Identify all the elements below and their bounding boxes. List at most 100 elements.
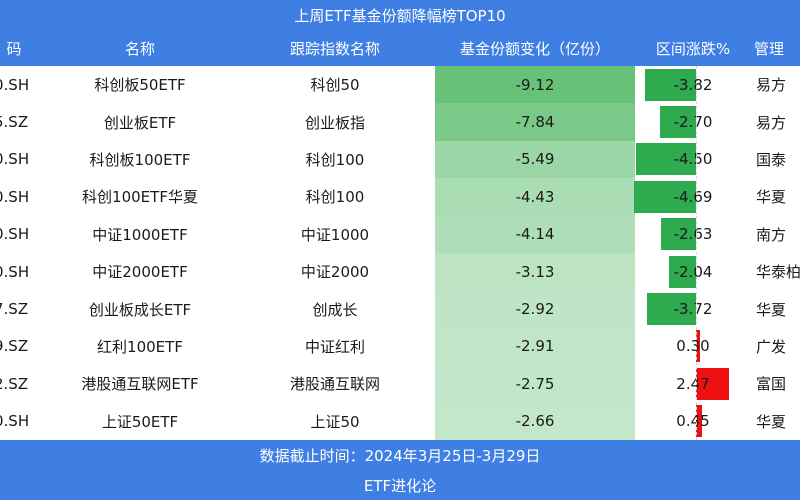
header-pct: 区间涨跌%	[655, 39, 731, 58]
change-value-cell: -3.13	[515, 262, 555, 281]
pct-bar	[660, 106, 696, 139]
pct-zero-line	[696, 66, 697, 440]
change-heat-cell	[435, 402, 635, 440]
pct-bar	[696, 405, 702, 438]
pct-bar	[661, 218, 696, 251]
index-name-cell: 科创50	[310, 76, 360, 95]
index-name-cell: 科创100	[305, 150, 365, 169]
index-name-cell: 创业板指	[304, 113, 365, 132]
fund-name-cell: 创业板ETF	[103, 113, 177, 132]
fund-name-cell: 科创板100ETF	[89, 150, 191, 169]
pct-value-cell: 0.30	[676, 337, 710, 356]
change-heat-cell	[435, 290, 635, 328]
pct-value-cell: -4.69	[673, 187, 713, 206]
pct-bar	[696, 330, 700, 363]
index-name-cell: 科创100	[305, 188, 365, 207]
change-value-cell: -7.84	[515, 113, 555, 132]
header-change: 基金份额变化（亿份）	[459, 39, 610, 58]
table-row: 7.SZ 创业板成长ETF 创成长 -2.92 -3.72 华夏	[0, 290, 800, 328]
pct-value-cell: -2.63	[673, 225, 713, 244]
pct-bar	[646, 293, 696, 326]
code-cell: 0.SH	[0, 150, 30, 169]
table-row: 0.SH 中证2000ETF 中证2000 -3.13 -2.04 华泰柏	[0, 253, 800, 291]
change-heat-cell	[435, 103, 635, 141]
index-name-cell: 港股通互联网	[289, 375, 380, 394]
code-cell: 0.SH	[0, 187, 30, 206]
pct-value-cell: -3.82	[673, 75, 713, 94]
pct-bar	[645, 68, 696, 101]
pct-value-cell: 0.45	[676, 412, 710, 431]
change-heat-cell	[435, 327, 635, 366]
table-title: 上周ETF基金份额降幅榜TOP10	[0, 0, 800, 30]
fund-name-cell: 红利100ETF	[97, 337, 183, 356]
manager-cell: 广发	[756, 337, 787, 356]
manager-cell: 富国	[756, 375, 787, 394]
pct-bar	[636, 143, 696, 176]
fund-name-cell: 上证50ETF	[101, 412, 179, 431]
code-cell: 0.SH	[0, 225, 30, 244]
change-heat-cell	[435, 215, 635, 253]
change-value-cell: -9.12	[515, 75, 555, 94]
table-row: 0.SH 科创板100ETF 科创100 -5.49 -4.50 国泰	[0, 140, 800, 179]
index-name-cell: 中证1000	[300, 225, 370, 244]
change-heat-cell	[435, 140, 635, 179]
change-heat-cell	[435, 365, 635, 403]
index-name-cell: 中证红利	[304, 337, 365, 356]
table-row: 9.SZ 红利100ETF 中证红利 -2.91 0.30 广发	[0, 327, 800, 366]
table-row: 0.SH 上证50ETF 上证50 -2.66 0.45 华夏	[0, 402, 800, 440]
change-value-cell: -2.66	[515, 412, 555, 431]
header-name: 名称	[124, 39, 155, 58]
change-value-cell: -4.14	[515, 225, 555, 244]
table-row: 2.SZ 港股通互联网ETF 港股通互联网 -2.75 2.47 富国	[0, 365, 800, 403]
header-manager: 管理	[754, 39, 785, 58]
fund-name-cell: 中证1000ETF	[92, 225, 188, 244]
change-value-cell: -2.75	[515, 374, 555, 393]
code-cell: 0.SH	[0, 262, 30, 281]
table-row: 0.SH 中证1000ETF 中证1000 -4.14 -2.63 南方	[0, 215, 800, 253]
fund-name-cell: 创业板成长ETF	[88, 300, 192, 319]
code-cell: 0.SH	[0, 412, 30, 431]
index-name-cell: 创成长	[312, 300, 358, 319]
change-heat-cell	[435, 253, 635, 291]
table-row: 5.SZ 创业板ETF 创业板指 -7.84 -2.70 易方	[0, 103, 800, 141]
fund-name-cell: 中证2000ETF	[92, 263, 188, 282]
fund-name-cell: 科创100ETF华夏	[82, 188, 198, 207]
pct-value-cell: -3.72	[673, 300, 713, 319]
fund-name-cell: 港股通互联网ETF	[81, 375, 199, 394]
data-date-note: 数据截止时间：2024年3月25日-3月29日	[0, 440, 800, 470]
index-name-cell: 上证50	[310, 412, 360, 431]
manager-cell: 南方	[756, 225, 787, 244]
manager-cell: 华夏	[756, 300, 787, 319]
index-name-cell: 中证2000	[300, 263, 370, 282]
code-cell: 7.SZ	[0, 300, 29, 319]
table-body: 0.SH 科创板50ETF 科创50 -9.12 -3.82 易方 5.SZ 创业板ETF 创业…	[0, 66, 800, 440]
code-cell: 5.SZ	[0, 113, 29, 132]
code-cell: 2.SZ	[0, 374, 29, 393]
change-heat-cell	[435, 66, 635, 104]
pct-bar	[668, 255, 696, 288]
header-code: 码	[6, 39, 22, 58]
manager-cell: 国泰	[756, 150, 787, 169]
table-header: 码 名称 跟踪指数名称 基金份额变化（亿份） 区间涨跌% 管理	[0, 30, 800, 66]
change-value-cell: -5.49	[515, 150, 555, 169]
pct-value-cell: 2.47	[676, 374, 710, 393]
change-heat-cell	[435, 178, 635, 216]
pct-value-cell: -2.04	[673, 262, 713, 281]
table-row: 0.SH 科创板50ETF 科创50 -9.12 -3.82 易方	[0, 66, 800, 104]
code-cell: 9.SZ	[0, 337, 29, 356]
pct-value-cell: -4.50	[673, 150, 713, 169]
pct-bar	[696, 367, 729, 400]
source-label: ETF进化论	[0, 470, 800, 500]
fund-name-cell: 科创板50ETF	[94, 76, 186, 95]
pct-value-cell: -2.70	[673, 113, 713, 132]
header-index: 跟踪指数名称	[289, 39, 380, 58]
manager-cell: 华夏	[756, 188, 787, 207]
change-value-cell: -4.43	[515, 187, 555, 206]
manager-cell: 华夏	[756, 412, 787, 431]
manager-cell: 华泰柏	[756, 263, 800, 282]
change-value-cell: -2.91	[515, 337, 555, 356]
pct-bar	[633, 180, 696, 213]
manager-cell: 易方	[756, 76, 787, 95]
change-value-cell: -2.92	[515, 300, 555, 319]
